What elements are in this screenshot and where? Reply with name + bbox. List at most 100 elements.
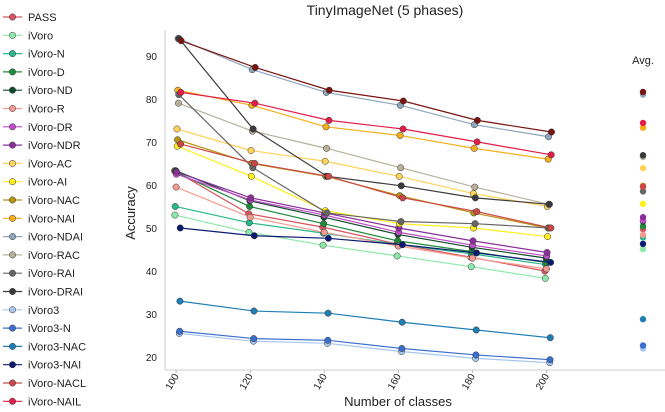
data-point (395, 172, 403, 180)
data-point (321, 157, 329, 165)
legend-marker (9, 50, 16, 58)
legend-marker (9, 123, 16, 131)
data-point (543, 249, 551, 256)
data-point (397, 218, 405, 225)
legend-label: iVoro-NACL (28, 378, 86, 390)
series-ivoro-r (172, 183, 550, 273)
series-line (178, 102, 549, 205)
data-point (176, 297, 184, 305)
data-point (472, 351, 480, 359)
data-point (397, 182, 405, 190)
data-point (249, 125, 257, 133)
series-ivoro3-nai (176, 224, 555, 266)
data-point (250, 232, 258, 240)
data-point (172, 183, 180, 191)
legend-marker (9, 233, 16, 241)
legend-label: iVoro-RAC (28, 250, 80, 262)
avg-points (639, 88, 647, 352)
series-pass (171, 167, 549, 275)
data-point (473, 116, 481, 124)
legend-marker (9, 68, 16, 76)
avg-point (639, 223, 647, 230)
series-line (179, 332, 550, 364)
legend-item: iVoro-DRAI (3, 287, 83, 299)
avg-point (639, 231, 647, 239)
legend-label: iVoro-AI (28, 177, 67, 189)
data-point (325, 172, 333, 180)
data-point (173, 168, 181, 176)
data-point (246, 213, 254, 221)
legend-label: iVoro-DRAI (28, 287, 83, 299)
data-point (323, 144, 331, 152)
legend-label: iVoro-N (28, 49, 65, 61)
y-axis-label: Accuracy (123, 186, 138, 240)
avg-point (639, 124, 647, 131)
data-point (543, 265, 550, 273)
legend-marker (9, 379, 16, 387)
legend-marker (9, 178, 16, 186)
data-point (177, 88, 185, 96)
legend-marker (9, 86, 16, 94)
legend-label: iVoro3 (28, 305, 59, 317)
series-ivoro3 (175, 329, 554, 367)
legend-label: iVoro-NDAI (28, 232, 83, 244)
legend-marker (9, 306, 16, 314)
legend-label: iVoro3-N (28, 323, 71, 335)
data-point (176, 224, 184, 232)
data-point (320, 228, 328, 236)
x-tick-label: 120 (238, 372, 256, 392)
x-axis-label: Number of classes (344, 394, 452, 409)
data-point (399, 125, 407, 133)
y-tick-label: 60 (146, 181, 158, 192)
legend-item: iVoro-ND (3, 85, 73, 97)
legend-item: iVoro-D (3, 67, 65, 79)
series-line (180, 91, 552, 156)
legend-item: iVoro-AC (3, 158, 72, 170)
legend-marker (9, 288, 16, 295)
legend-label: iVoro-RAI (28, 268, 75, 280)
legend-label: iVoro-NDR (28, 140, 81, 152)
series-line (178, 38, 550, 205)
data-point (250, 335, 258, 343)
data-point (544, 233, 552, 241)
data-point (398, 318, 406, 326)
data-point (324, 234, 332, 242)
avg-point (639, 200, 647, 208)
series-line (180, 143, 552, 229)
x-axis-ticks: 100 120 140 160 180 200 (164, 370, 552, 392)
legend-marker (9, 141, 16, 149)
legend-label: iVoro-AC (28, 158, 72, 170)
data-point (245, 219, 253, 227)
data-point (541, 274, 549, 282)
legend-item: iVoro3-NAI (3, 360, 81, 372)
data-point (470, 144, 478, 152)
series-ivoro-ndr (173, 168, 551, 256)
chart-title: TinyImageNet (5 phases) (307, 2, 464, 18)
data-point (325, 86, 333, 94)
avg-label: Avg. (632, 55, 654, 67)
series-line (179, 330, 551, 361)
data-point (393, 252, 401, 260)
legend-marker (9, 196, 16, 204)
legend-item: iVoro-NAIL (3, 396, 81, 408)
legend-marker (9, 269, 16, 277)
series-ivoro-ndail (177, 37, 555, 136)
series-ivoro3-nac (176, 297, 554, 342)
legend-item: iVoro-RAC (3, 250, 80, 262)
data-point (247, 147, 255, 154)
data-point (247, 172, 255, 180)
legend-label: PASS (28, 12, 57, 24)
legend-marker (9, 105, 16, 112)
legend-item: iVoro-NDAI (3, 232, 83, 244)
x-tick-label: 140 (312, 372, 330, 392)
series-ivoro3-n (176, 327, 554, 364)
avg-point (639, 214, 647, 221)
data-point (177, 140, 184, 148)
series-ivoro-nacl (177, 140, 555, 232)
avg-point (639, 152, 647, 159)
legend-marker (9, 324, 16, 332)
data-point (548, 128, 555, 136)
data-point (468, 254, 476, 262)
legend-item: iVoro3-N (3, 323, 71, 335)
series-ivoro (171, 211, 549, 282)
